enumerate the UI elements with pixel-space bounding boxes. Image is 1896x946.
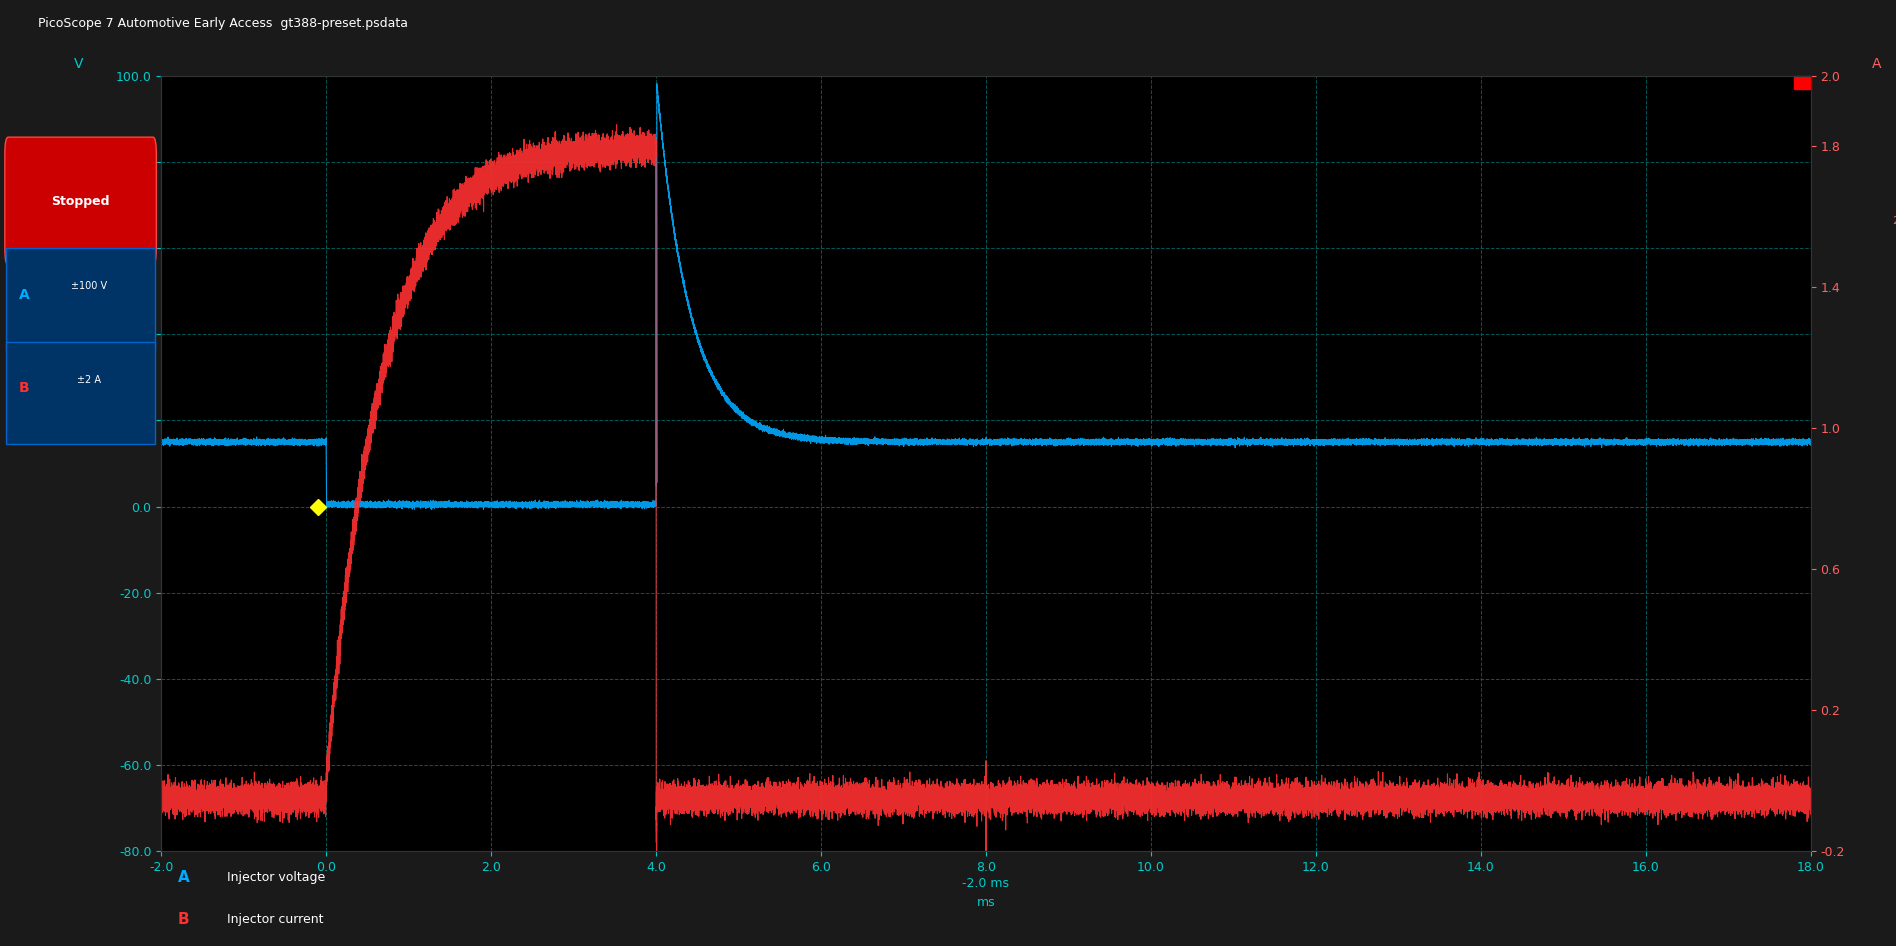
Text: PicoScope 7 Automotive Early Access  gt388-preset.psdata: PicoScope 7 Automotive Early Access gt38…	[38, 17, 408, 30]
FancyBboxPatch shape	[6, 137, 155, 265]
Text: A
2.0: A 2.0	[1892, 204, 1896, 226]
Text: ms: ms	[976, 896, 995, 909]
Text: A: A	[178, 870, 190, 885]
Text: A: A	[19, 288, 30, 302]
Text: Injector voltage: Injector voltage	[228, 871, 326, 885]
Text: A: A	[1871, 57, 1881, 71]
Text: V: V	[74, 57, 83, 71]
FancyBboxPatch shape	[6, 248, 155, 350]
X-axis label: -2.0 ms: -2.0 ms	[963, 877, 1009, 890]
Text: ±100 V: ±100 V	[70, 281, 106, 291]
Bar	[1794, 76, 1811, 89]
Text: Injector current: Injector current	[228, 913, 324, 926]
Text: B: B	[19, 381, 30, 395]
Text: Stopped: Stopped	[51, 195, 110, 207]
Text: ±2 A: ±2 A	[76, 375, 100, 385]
FancyBboxPatch shape	[6, 342, 155, 444]
Text: B: B	[178, 912, 190, 927]
